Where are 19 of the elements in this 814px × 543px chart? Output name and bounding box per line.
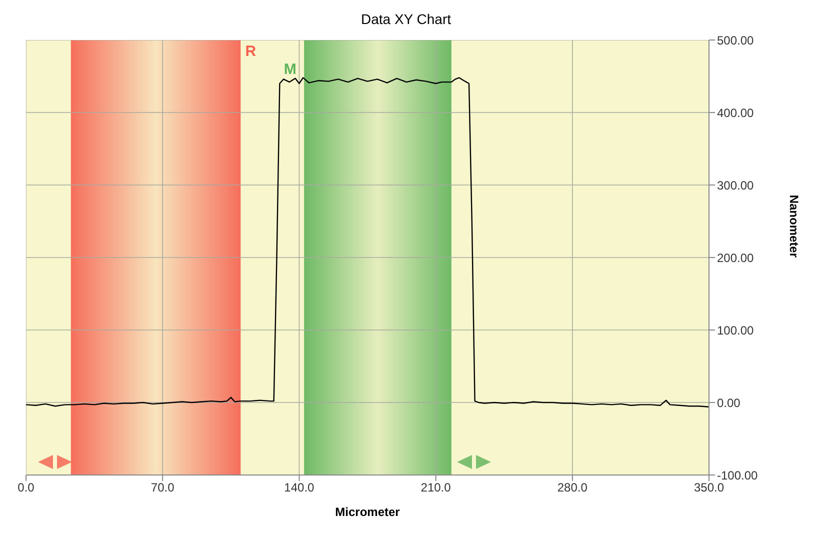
y-tick-label: 0.00	[717, 396, 741, 410]
band-label: R	[245, 43, 256, 60]
x-tick-label: 70.0	[150, 480, 175, 495]
x-axis-title: Micrometer	[335, 505, 400, 519]
line-series	[26, 77, 709, 408]
y-axis-title: Nanometer	[786, 194, 801, 258]
y-tick-label: 100.00	[717, 323, 754, 338]
y-tick-label: 400.00	[717, 106, 754, 120]
x-tick-label: 350.0	[694, 480, 724, 495]
y-tick-label: -100.00	[717, 468, 758, 482]
x-tick-label: 140.0	[284, 480, 315, 495]
y-tick-label: 500.00	[717, 33, 754, 48]
x-tick-label: 280.0	[557, 480, 588, 495]
x-tick-label: 210.0	[420, 480, 452, 495]
chart-title: Data XY Chart	[360, 10, 452, 29]
y-tick-label: 200.00	[717, 250, 754, 265]
x-tick-label: 0.0	[18, 480, 35, 495]
y-tick-label: 300.00	[717, 178, 754, 192]
band-label: M	[284, 61, 296, 78]
